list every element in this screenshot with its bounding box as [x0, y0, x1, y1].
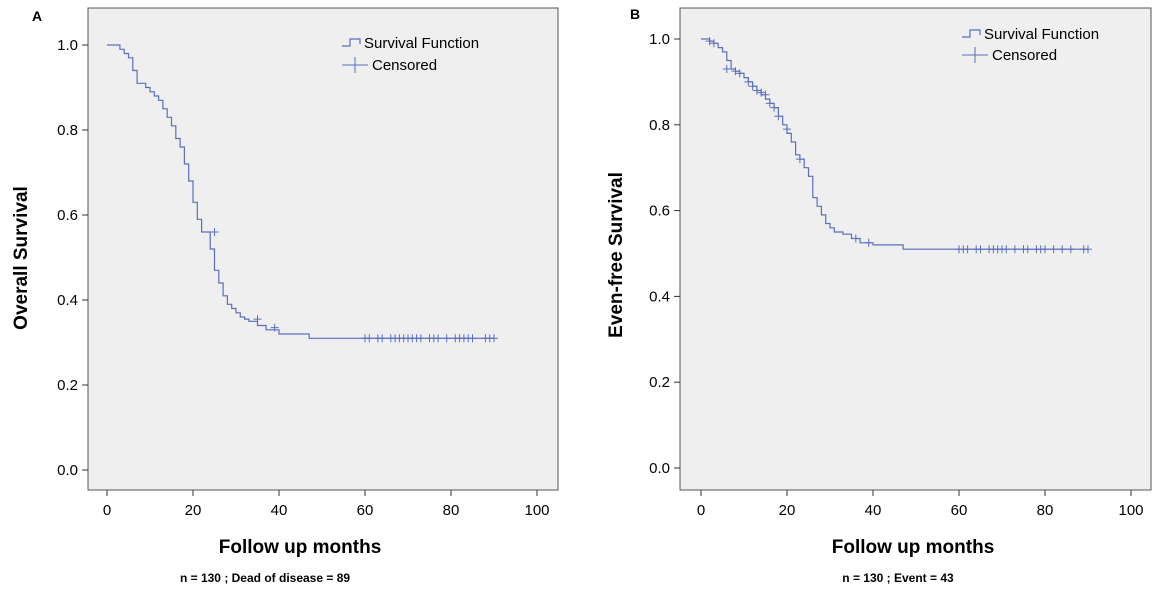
- legend-survival-label: Survival Function: [364, 35, 479, 52]
- censored-mark: [1058, 245, 1067, 254]
- censored-mark: [761, 90, 770, 99]
- censored-mark: [1066, 245, 1075, 254]
- x-tick-label: 40: [865, 502, 882, 519]
- legend-censored-label: Censored: [372, 57, 437, 74]
- censored-mark: [770, 103, 779, 112]
- censored-mark: [748, 82, 757, 91]
- x-tick-label: 60: [951, 502, 968, 519]
- x-tick-label: 80: [1037, 502, 1054, 519]
- survival-function-line: [107, 44, 494, 339]
- censored-mark: [1049, 245, 1058, 254]
- censored-mark: [210, 228, 219, 236]
- legend-censored-label: Censored: [992, 47, 1057, 64]
- survival-chart-b: 0.0 0.2 0.4 0.6 0.8 1.0 0 20 40 60 80 100 Follow up …: [606, 7, 1152, 558]
- censored-mark: [490, 334, 498, 343]
- legend-censored-swatch: [962, 47, 988, 63]
- y-tick-label: 0.4: [57, 292, 78, 309]
- x-tick-label: 100: [524, 502, 549, 519]
- x-tick-label: 0: [697, 502, 705, 519]
- x-tick-label: 20: [185, 502, 202, 519]
- censored-mark: [722, 65, 731, 74]
- censored-mark: [976, 245, 985, 254]
- x-axis-label: Follow up months: [832, 537, 995, 558]
- censored-mark: [744, 77, 753, 86]
- chart-footnote: n = 130 ; Event = 43: [842, 571, 954, 585]
- y-tick-label: 0.8: [649, 117, 670, 134]
- censored-mark: [253, 315, 262, 324]
- censored-mark: [1010, 245, 1019, 254]
- censored-mark: [365, 334, 374, 343]
- censored-mark: [1041, 245, 1049, 254]
- plot-area: [87, 7, 559, 491]
- y-tick-label: 0.6: [649, 203, 670, 220]
- chart-footnote: n = 130 ; Dead of disease = 89: [179, 571, 351, 585]
- panel-b: B 0.0 0.2 0.4 0.6 0.8 1.0 0 20 40 60 80 100 Follow u…: [578, 0, 1156, 590]
- censored-mark: [963, 245, 972, 254]
- legend-survival-swatch: [962, 29, 981, 38]
- x-tick-label: 0: [103, 502, 111, 519]
- y-axis-label: Overall Survival: [11, 186, 32, 330]
- panel-label: A: [32, 8, 43, 24]
- censored-mark: [735, 69, 744, 78]
- censored-mark: [1023, 245, 1032, 254]
- legend-censored-swatch: [342, 57, 368, 73]
- x-tick-label: 80: [443, 502, 460, 519]
- legend-survival-swatch: [342, 38, 361, 47]
- censored-mark: [378, 334, 387, 343]
- x-axis-label: Follow up months: [219, 537, 382, 558]
- censored-mark: [709, 39, 718, 48]
- y-tick-label: 0.8: [57, 122, 78, 139]
- censored-mark: [795, 155, 804, 164]
- censored-mark: [752, 86, 761, 95]
- censored-mark: [731, 67, 740, 76]
- censored-mark: [1002, 245, 1011, 254]
- panel-label: B: [630, 6, 641, 22]
- censored-mark: [270, 323, 279, 332]
- y-tick-label: 0.2: [57, 377, 78, 394]
- x-tick-label: 20: [779, 502, 796, 519]
- censored-mark: [774, 112, 783, 121]
- survival-function-line: [701, 38, 1088, 250]
- censored-mark: [783, 125, 791, 134]
- x-tick-label: 40: [271, 502, 288, 519]
- y-tick-label: 0.0: [649, 460, 670, 477]
- y-tick-label: 0.4: [649, 288, 670, 305]
- censored-mark: [434, 334, 443, 343]
- censored-mark: [864, 238, 873, 247]
- x-tick-label: 100: [1118, 502, 1143, 519]
- y-tick-label: 0.6: [57, 207, 78, 224]
- y-tick-label: 0.0: [57, 462, 78, 479]
- panel-a: A 0.0 0.2 0.4 0.6 0.8 1.0 0 20 40 60 80 100 Follow u…: [11, 7, 559, 585]
- survival-chart-a: 0.0 0.2 0.4 0.6 0.8 1.0 0 20 40 60 80 100 Follow up …: [11, 7, 559, 558]
- censored-mark: [468, 334, 477, 343]
- censored-mark: [1084, 245, 1092, 254]
- censored-mark: [416, 334, 425, 343]
- censored-mark: [765, 99, 774, 108]
- censored-mark: [851, 234, 860, 243]
- censored-mark: [705, 37, 714, 46]
- legend-survival-label: Survival Function: [984, 26, 1099, 43]
- y-tick-label: 1.0: [649, 31, 670, 48]
- censored-mark: [442, 334, 451, 343]
- censored-mark: [757, 88, 766, 97]
- y-tick-label: 1.0: [57, 37, 78, 54]
- y-tick-label: 0.2: [649, 374, 670, 391]
- x-tick-label: 60: [357, 502, 374, 519]
- y-axis-label: Even-free Survival: [606, 172, 627, 338]
